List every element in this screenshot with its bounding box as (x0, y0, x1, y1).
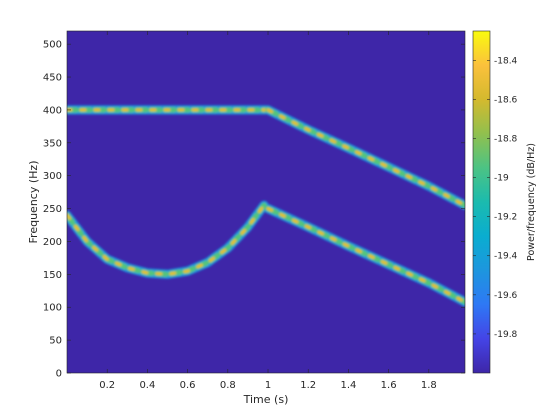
colorbar-tick-label: -19.2 (494, 213, 517, 223)
colorbar-tick-label: -19.6 (494, 291, 518, 301)
y-tick-label: 500 (43, 40, 62, 51)
trace-2-peaks (266, 108, 465, 207)
x-tick-label: 1.8 (421, 380, 437, 391)
plot-frame (66, 30, 466, 374)
y-axis-label: Frequency (Hz) (27, 161, 40, 244)
colorbar-tick-label: -18.8 (494, 134, 518, 144)
colorbar-tick-label: -18.4 (494, 56, 518, 66)
y-tick-label: 200 (43, 237, 62, 248)
x-axis-label: Time (s) (243, 393, 289, 406)
y-axis-ticks: 0 50 100 150 200 250 300 350 400 450 500 (43, 40, 465, 380)
y-tick-label: 350 (43, 138, 62, 149)
y-tick-label: 150 (43, 270, 62, 281)
spectrogram-traces (67, 105, 465, 307)
colorbar (472, 30, 491, 374)
y-tick-label: 100 (43, 303, 62, 314)
colorbar-tick-label: -19.8 (494, 330, 518, 340)
x-tick-label: 1.4 (340, 380, 356, 391)
x-tick-label: 0.2 (99, 380, 115, 391)
y-tick-label: 300 (43, 171, 62, 182)
colorbar-tick-label: -19.4 (494, 252, 518, 262)
y-tick-label: 400 (43, 105, 62, 116)
colorbar-tick-label: -18.6 (494, 95, 518, 105)
y-tick-label: 250 (43, 204, 62, 215)
colorbar-ticks: -19.8 -19.6 -19.4 -19.2 -19 -18.8 -18.6 -18.4 (473, 56, 518, 340)
y-tick-label: 0 (56, 369, 62, 380)
x-tick-label: 1 (265, 380, 271, 391)
y-tick-label: 50 (49, 336, 62, 347)
trace-4-peaks (266, 207, 465, 304)
x-tick-label: 0.4 (139, 380, 155, 391)
x-tick-label: 1.6 (381, 380, 397, 391)
x-tick-label: 0.8 (220, 380, 236, 391)
y-tick-label: 450 (43, 73, 62, 84)
colorbar-label: Power/frequency (dB/Hz) (526, 143, 537, 261)
x-tick-label: 0.6 (180, 380, 196, 391)
x-tick-label: 1.2 (300, 380, 316, 391)
trace-3-peaks (67, 203, 266, 276)
colorbar-tick-label: -19 (494, 174, 509, 184)
x-axis-ticks: 0.2 0.4 0.6 0.8 1 1.2 1.4 1.6 1.8 (99, 31, 437, 391)
